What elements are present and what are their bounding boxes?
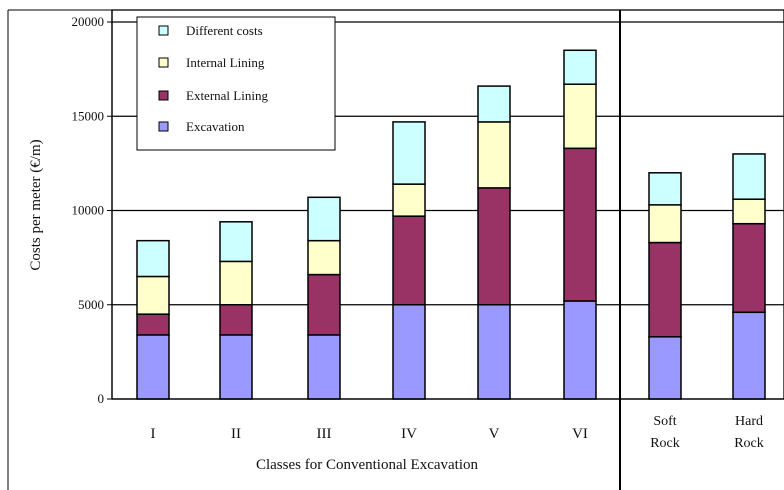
x-tick-label: II xyxy=(231,426,241,442)
y-tick-label: 0 xyxy=(98,391,105,406)
bar-segment xyxy=(732,222,766,314)
legend-label: Excavation xyxy=(186,119,245,134)
bar-segment xyxy=(136,313,170,336)
legend: Different costs Internal Lining External L… xyxy=(136,16,336,151)
bar-segment xyxy=(392,121,426,185)
legend-swatch xyxy=(158,25,169,36)
legend-label: Different costs xyxy=(186,23,263,38)
legend-swatch xyxy=(158,57,169,68)
bar-segment xyxy=(219,304,253,336)
bar-segment xyxy=(563,300,597,400)
bar-segment xyxy=(477,85,511,123)
bar-segment xyxy=(219,334,253,400)
legend-label: External Lining xyxy=(186,88,268,103)
bars xyxy=(136,49,766,400)
bar-segment xyxy=(136,275,170,315)
x-tick-label: V xyxy=(489,426,500,442)
y-tick-label: 20000 xyxy=(72,14,105,29)
bar-segment xyxy=(136,334,170,400)
bar-segment xyxy=(307,239,341,276)
bar-segment xyxy=(477,121,511,189)
y-axis: 0 5000 10000 15000 20000 xyxy=(72,10,784,406)
bar-segment xyxy=(392,215,426,306)
bar-segment xyxy=(307,273,341,336)
bar-segment xyxy=(648,336,682,400)
legend-label: Internal Lining xyxy=(186,55,265,70)
bar-segment xyxy=(563,83,597,150)
bar-segment xyxy=(648,241,682,338)
x-tick-label: Soft xyxy=(653,414,676,429)
bar-segment xyxy=(392,304,426,400)
bar-segment xyxy=(392,183,426,217)
bar-segment xyxy=(563,147,597,302)
x-tick-label: IV xyxy=(401,426,417,442)
legend-swatch xyxy=(158,90,169,101)
x-axis-title: Classes for Conventional Excavation xyxy=(256,457,479,473)
bar-segment xyxy=(219,260,253,306)
bar-segment xyxy=(307,196,341,242)
y-tick-label: 5000 xyxy=(78,297,104,312)
bar-segment xyxy=(307,334,341,400)
bar-segment xyxy=(732,311,766,400)
bar-segment xyxy=(563,49,597,85)
x-tick-label: I xyxy=(151,426,156,442)
x-tick-label: III xyxy=(317,426,332,442)
x-tick-label: Rock xyxy=(734,436,764,451)
bar-segment xyxy=(477,304,511,400)
y-tick-label: 10000 xyxy=(72,203,105,218)
x-tick-label: Hard xyxy=(735,414,763,429)
x-tick-label: Rock xyxy=(650,436,680,451)
bar-segment xyxy=(648,204,682,244)
bar-segment xyxy=(732,153,766,200)
legend-swatch xyxy=(158,121,169,132)
y-tick-label: 15000 xyxy=(72,108,105,123)
bar-segment xyxy=(136,239,170,278)
bar-segment xyxy=(648,172,682,206)
bar-segment xyxy=(477,187,511,306)
bar-segment xyxy=(732,198,766,225)
x-tick-label: VI xyxy=(572,426,588,442)
bar-segment xyxy=(219,221,253,263)
legend-box xyxy=(136,16,336,151)
y-axis-title: Costs per meter (€/m) xyxy=(28,139,44,270)
